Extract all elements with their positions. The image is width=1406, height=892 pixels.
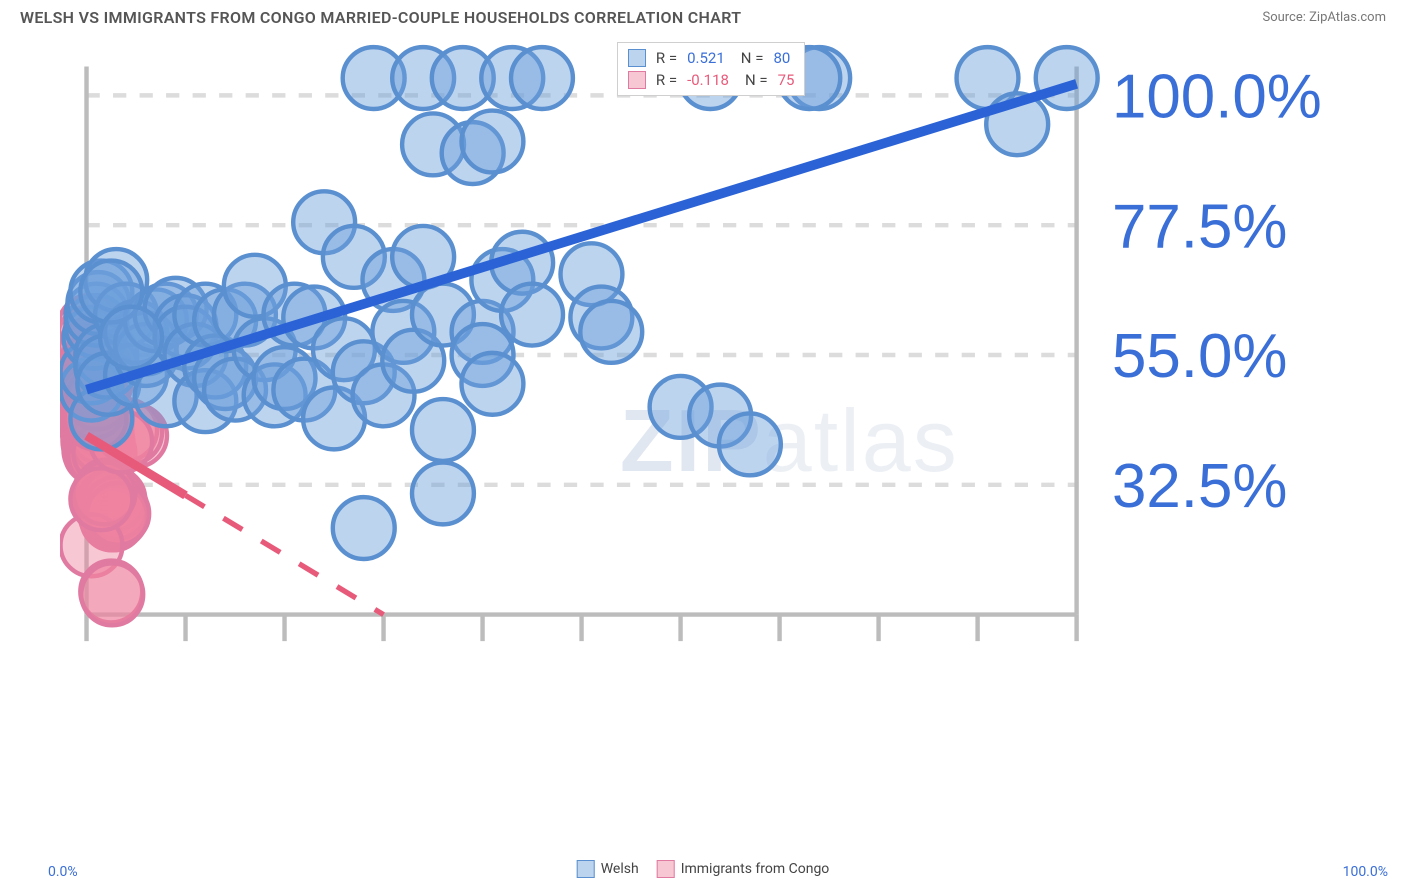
- correlation-legend: R = 0.521 N = 80 R = -0.118 N = 75: [617, 42, 806, 96]
- swatch-congo-bottom: [657, 860, 675, 878]
- x-axis-max-label: 100.0%: [1343, 864, 1388, 880]
- scatter-plot: 32.5% 55.0% 77.5% 100.0%: [60, 40, 1386, 703]
- x-axis-min-label: 0.0%: [48, 864, 78, 880]
- swatch-congo: [628, 71, 646, 89]
- source-attribution: Source: ZipAtlas.com: [1262, 10, 1386, 25]
- chart-title: WELSH VS IMMIGRANTS FROM CONGO MARRIED-C…: [20, 8, 741, 27]
- legend-row-welsh: R = 0.521 N = 80: [628, 47, 795, 69]
- svg-text:55.0%: 55.0%: [1112, 322, 1287, 391]
- chart-area: ZIPatlas 32.5%55.0%77.5%100.0% R = 0.521…: [60, 40, 1386, 842]
- svg-text:77.5%: 77.5%: [1112, 192, 1287, 261]
- legend-row-congo: R = -0.118 N = 75: [628, 69, 795, 91]
- swatch-welsh: [628, 49, 646, 67]
- legend-item-welsh: Welsh: [577, 860, 639, 878]
- svg-text:100.0%: 100.0%: [1112, 62, 1322, 131]
- legend-item-congo: Immigrants from Congo: [657, 860, 830, 878]
- swatch-welsh-bottom: [577, 860, 595, 878]
- svg-text:32.5%: 32.5%: [1112, 452, 1287, 521]
- series-legend: Welsh Immigrants from Congo: [577, 860, 830, 878]
